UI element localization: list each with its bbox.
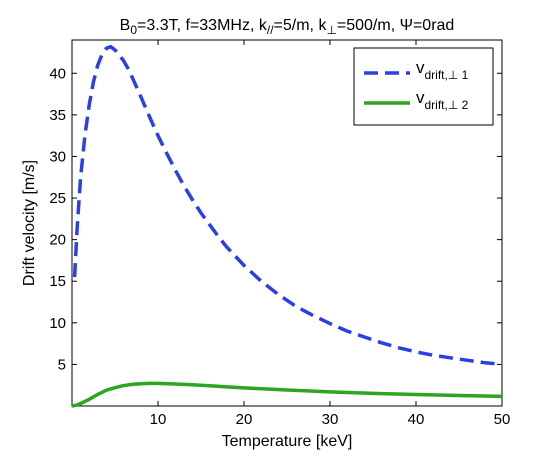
x-tick-label: 30 [322,411,339,428]
legend-label-series-1-main: v [416,58,425,77]
title-sub2: ⊥ [326,23,336,37]
series-layer [71,44,503,408]
title-part3: =500/m, Ψ=0rad [337,17,454,34]
y-tick-label: 5 [58,356,66,373]
axis-ticks: 10 20 30 40 50 5 10 15 20 25 30 35 40 [49,40,510,428]
legend-label-series-2-sub: drift,⊥ 2 [425,98,469,112]
y-tick-label: 30 [49,148,66,165]
y-tick-label: 35 [49,107,66,124]
title-sub1: // [267,23,274,37]
title-prefix-sub: 0 [130,23,137,37]
x-tick-label: 10 [150,411,167,428]
y-tick-label: 20 [49,232,66,249]
legend-label-series-1-sub: drift,⊥ 1 [425,68,469,82]
y-tick-label: 15 [49,273,66,290]
title-prefix: B [120,17,131,34]
legend-label-series-2-main: v [416,88,425,107]
series-line-1 [72,44,503,367]
series-line-2 [71,381,503,408]
y-tick-label: 10 [49,315,66,332]
chart-title: B0=3.3T, f=33MHz, k//=5/m, k⊥=500/m, Ψ=0… [120,17,455,37]
legend: vdrift,⊥ 1 vdrift,⊥ 2 [353,47,494,126]
x-axis-label: Temperature [keV] [222,433,353,450]
legend-label-series-2: vdrift,⊥ 2 [416,88,469,112]
x-tick-label: 50 [494,411,511,428]
x-tick-label: 20 [236,411,253,428]
y-tick-label: 40 [49,65,66,82]
legend-box [353,47,494,126]
y-axis-label: Drift velocity [m/s] [21,160,38,286]
x-tick-label: 40 [408,411,425,428]
title-part2: =5/m, k [274,17,328,34]
title-part1: =3.3T, f=33MHz, k [137,17,268,34]
legend-label-series-1: vdrift,⊥ 1 [416,58,469,82]
y-tick-label: 25 [49,190,66,207]
